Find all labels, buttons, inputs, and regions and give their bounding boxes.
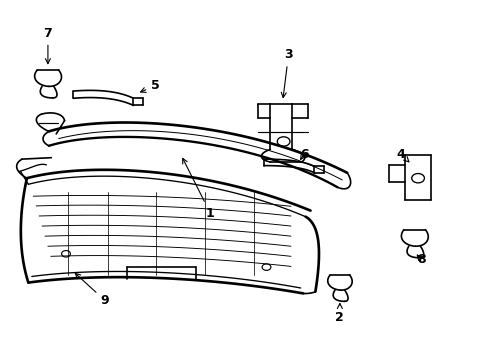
- Text: 2: 2: [335, 303, 344, 324]
- Text: 3: 3: [281, 48, 292, 98]
- Text: 1: 1: [183, 158, 214, 220]
- Text: 9: 9: [75, 274, 109, 307]
- Text: 4: 4: [396, 148, 408, 162]
- Text: 7: 7: [43, 27, 52, 64]
- Text: 5: 5: [141, 79, 160, 93]
- Text: 6: 6: [299, 148, 308, 161]
- Text: 8: 8: [416, 253, 425, 266]
